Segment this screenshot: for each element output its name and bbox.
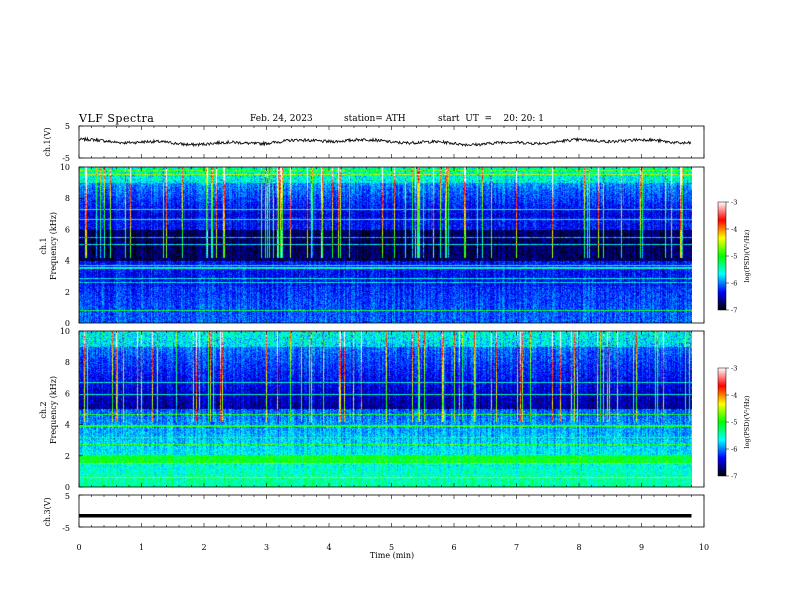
x-axis-label: Time (min)	[370, 551, 414, 560]
ch1-spectrogram-ytick-label: 8	[65, 194, 70, 203]
chart-title: VLF Spectra	[79, 112, 155, 125]
x-axis-tick-label: 4	[326, 543, 331, 552]
date-label: Feb. 24, 2023	[250, 114, 313, 124]
ch3-waveform-panel: ch.3(V) 5 -5 Time (min)	[43, 492, 414, 560]
g-cb1-tick-label: -7	[731, 307, 737, 315]
colorbar-1: log(PSD)(V²/Hz) -3 -4 -5 -6 -7	[717, 199, 751, 315]
ch1-ytick-bottom: -5	[62, 154, 70, 163]
ch2-spectrogram	[79, 331, 692, 487]
ch1-waveform-panel: ch.1(V) 5 -5	[43, 122, 70, 163]
ch2-spectrogram-ytick-label: 8	[65, 358, 70, 367]
ch1-spectrogram-ytick-label: 0	[65, 319, 70, 328]
x-axis-tick-label: 6	[451, 543, 456, 552]
ch2-spec-ylabel-channel: ch.2	[39, 401, 48, 418]
x-axis-tick-label: 10	[699, 543, 709, 552]
x-axis-tick-label: 2	[201, 543, 206, 552]
ch2-spectrogram-panel: ch.2 Frequency (kHz)	[39, 376, 58, 444]
ch2-spectrogram-ytick-label: 6	[65, 389, 70, 398]
g-cb2-tick-label: -4	[731, 392, 737, 400]
g-cb1-tick-label: -5	[731, 253, 737, 261]
x-axis-tick-label: 9	[639, 543, 644, 552]
x-axis-tick-label: 1	[139, 543, 144, 552]
ch1-spectrogram	[79, 167, 692, 323]
ch1-waveform-line	[78, 136, 692, 148]
station-label: station= ATH	[344, 114, 406, 124]
g-cb2-tick-label: -3	[731, 365, 737, 373]
g-cb2-tick-label: -6	[731, 446, 737, 454]
ch2-spectrogram-ytick-label: 2	[65, 452, 70, 461]
ch1-ylabel: ch.1(V)	[43, 127, 52, 156]
g-cb2-tick-label: -7	[731, 473, 737, 481]
ch2-spectrogram-ytick-label: 10	[60, 327, 70, 336]
g-cb1-tick-label: -3	[731, 199, 737, 207]
x-axis-tick-label: 0	[76, 543, 81, 552]
ch1-spectrogram-ytick-label: 6	[65, 225, 70, 234]
x-axis-tick-label: 5	[389, 543, 394, 552]
colorbar-2-label: log(PSD)(V²/Hz)	[743, 395, 751, 448]
g-cb1-tick-label: -6	[731, 280, 737, 288]
x-axis-tick-label: 8	[576, 543, 581, 552]
x-axis-tick-label: 7	[514, 543, 519, 552]
g-cb1-tick-label: -4	[731, 226, 737, 234]
ch1-spec-ylabel-frequency: Frequency (kHz)	[49, 212, 58, 280]
ch3-ytick-bottom: -5	[62, 524, 70, 533]
ch2-spectrogram-ytick-label: 4	[65, 421, 70, 430]
ch1-spectrogram-panel: ch.1 Frequency (kHz)	[39, 212, 58, 280]
ch2-spec-ylabel-frequency: Frequency (kHz)	[49, 376, 58, 444]
g-cb1-ramp	[717, 201, 727, 311]
ch1-spectrogram-ytick-label: 4	[65, 257, 70, 266]
ch1-spectrogram-ytick-label: 2	[65, 288, 70, 297]
ch2-spectrogram-ytick-label: 0	[65, 483, 70, 492]
g-cb2-tick-label: -5	[731, 419, 737, 427]
ch3-ytick-top: 5	[65, 492, 70, 501]
ch1-spec-ylabel-channel: ch.1	[39, 237, 48, 254]
colorbar-1-label: log(PSD)(V²/Hz)	[743, 229, 751, 282]
ch3-waveform-frame	[78, 494, 705, 528]
start-time-label: start UT = 20: 20: 1	[438, 114, 544, 124]
ch1-ytick-top: 5	[65, 122, 70, 131]
x-axis-tick-label: 3	[264, 543, 269, 552]
g-cb2-ramp	[717, 367, 727, 477]
colorbar-2: log(PSD)(V²/Hz) -3 -4 -5 -6 -7	[717, 365, 751, 481]
ch1-spectrogram-ytick-label: 10	[60, 163, 70, 172]
ch3-ylabel: ch.3(V)	[43, 497, 52, 526]
